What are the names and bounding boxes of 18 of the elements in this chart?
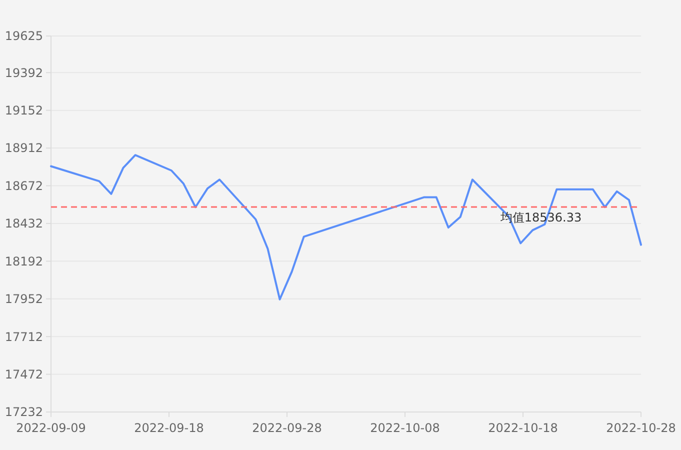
y-tick-label: 17232 [4,405,43,420]
y-tick-label: 18672 [4,178,43,193]
y-tick-label: 19392 [4,66,43,80]
x-tick-label: 2022-10-28 [606,421,676,435]
x-tick-label: 2022-10-18 [488,421,558,435]
y-tick-label: 17952 [4,292,43,306]
y-tick-label: 19152 [4,104,43,118]
y-tick-label: 18192 [4,254,43,268]
y-tick-label: 17472 [4,367,43,382]
y-tick-label: 17712 [4,330,43,344]
y-tick-label: 18432 [4,216,43,231]
line-series [50,154,642,300]
x-tick-label: 2022-09-09 [16,421,86,435]
x-tick-label: 2022-09-28 [252,421,322,435]
x-tick-label: 2022-10-08 [370,421,440,435]
y-tick-label: 19625 [4,29,43,44]
y-tick-label: 18912 [4,141,43,156]
x-tick-label: 2022-09-18 [134,421,204,435]
